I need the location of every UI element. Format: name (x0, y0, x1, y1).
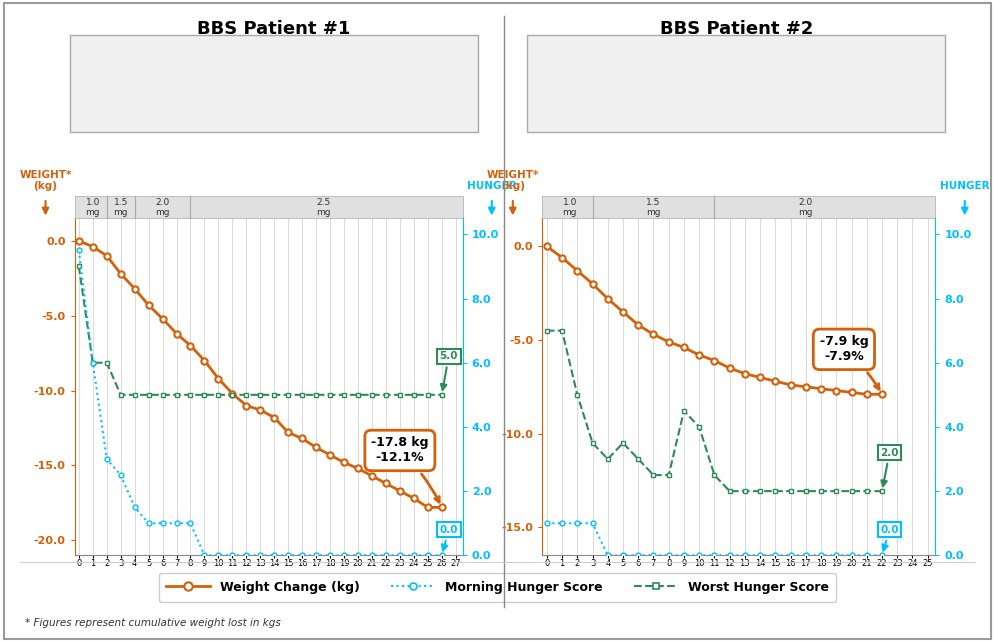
Text: WEIGHT*
(kg): WEIGHT* (kg) (19, 169, 72, 191)
Text: 2.0
mg: 2.0 mg (155, 198, 170, 217)
Text: 0.0: 0.0 (880, 525, 898, 550)
Text: 1.0
mg: 1.0 mg (85, 198, 100, 217)
X-axis label: Weeks: Weeks (715, 574, 761, 587)
Text: 1.0
mg: 1.0 mg (562, 198, 577, 217)
Text: 61 yr old female - BBS2 Mutation: 61 yr old female - BBS2 Mutation (626, 46, 845, 59)
Text: * Figures represent cumulative weight lost in kgs: * Figures represent cumulative weight lo… (25, 618, 280, 628)
Text: BBS Patient #1: BBS Patient #1 (197, 20, 350, 38)
Text: Starting Hunger Score = 9.0 pts: Starting Hunger Score = 9.0 pts (184, 96, 363, 107)
Text: HUNGER: HUNGER (466, 181, 516, 191)
Text: 2.0
mg: 2.0 mg (798, 198, 812, 217)
Text: -7.9 kg
-7.9%: -7.9 kg -7.9% (819, 335, 878, 389)
Text: 0.0: 0.0 (439, 525, 457, 550)
Text: Starting Weight = 147.5 kg: Starting Weight = 147.5 kg (197, 63, 350, 73)
Text: Starting BMI = 44 kg/m²: Starting BMI = 44 kg/m² (206, 80, 341, 90)
Text: 1.5
mg: 1.5 mg (645, 198, 660, 217)
Text: Starting Hunger Score = 7.0 pts: Starting Hunger Score = 7.0 pts (646, 96, 825, 107)
Text: 25 yr old male - BBS1 Mutation: 25 yr old male - BBS1 Mutation (170, 46, 377, 59)
Text: Starting BMI = 44 kg/m²: Starting BMI = 44 kg/m² (668, 80, 803, 90)
X-axis label: Weeks: Weeks (246, 574, 291, 587)
Text: Starting Weight = 99.4 kg: Starting Weight = 99.4 kg (663, 63, 808, 73)
Text: WEIGHT*
(kg): WEIGHT* (kg) (486, 169, 539, 191)
Legend: Weight Change (kg), Morning Hunger Score, Worst Hunger Score: Weight Change (kg), Morning Hunger Score… (159, 573, 835, 602)
Text: 2.0: 2.0 (880, 447, 898, 486)
Bar (542, 196, 934, 218)
Text: BBS Patient #2: BBS Patient #2 (659, 20, 812, 38)
Text: 2.5
mg: 2.5 mg (315, 198, 330, 217)
Text: 5.0: 5.0 (439, 351, 457, 390)
Text: HUNGER: HUNGER (939, 181, 989, 191)
Bar (75, 196, 462, 218)
Text: 1.5
mg: 1.5 mg (113, 198, 128, 217)
Text: -17.8 kg
-12.1%: -17.8 kg -12.1% (371, 437, 438, 502)
